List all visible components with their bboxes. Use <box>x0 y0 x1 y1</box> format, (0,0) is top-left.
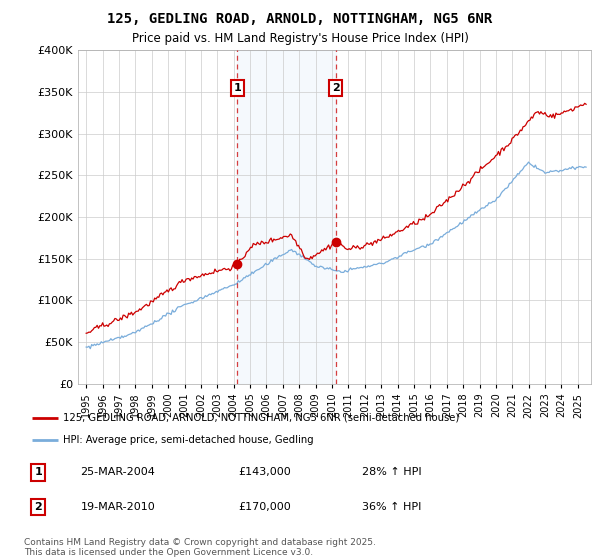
Text: 19-MAR-2010: 19-MAR-2010 <box>80 502 155 512</box>
Bar <box>238 50 335 384</box>
Text: 2: 2 <box>34 502 42 512</box>
Text: HPI: Average price, semi-detached house, Gedling: HPI: Average price, semi-detached house,… <box>64 436 314 445</box>
Text: Price paid vs. HM Land Registry's House Price Index (HPI): Price paid vs. HM Land Registry's House … <box>131 32 469 45</box>
Text: 28% ↑ HPI: 28% ↑ HPI <box>362 468 422 478</box>
Text: 36% ↑ HPI: 36% ↑ HPI <box>362 502 422 512</box>
Text: 125, GEDLING ROAD, ARNOLD, NOTTINGHAM, NG5 6NR (semi-detached house): 125, GEDLING ROAD, ARNOLD, NOTTINGHAM, N… <box>64 413 460 423</box>
Text: 1: 1 <box>233 83 241 93</box>
Text: 1: 1 <box>34 468 42 478</box>
Text: 25-MAR-2004: 25-MAR-2004 <box>80 468 155 478</box>
Text: 2: 2 <box>332 83 340 93</box>
Text: £170,000: £170,000 <box>238 502 291 512</box>
Text: £143,000: £143,000 <box>238 468 291 478</box>
Text: 125, GEDLING ROAD, ARNOLD, NOTTINGHAM, NG5 6NR: 125, GEDLING ROAD, ARNOLD, NOTTINGHAM, N… <box>107 12 493 26</box>
Text: Contains HM Land Registry data © Crown copyright and database right 2025.
This d: Contains HM Land Registry data © Crown c… <box>24 538 376 557</box>
